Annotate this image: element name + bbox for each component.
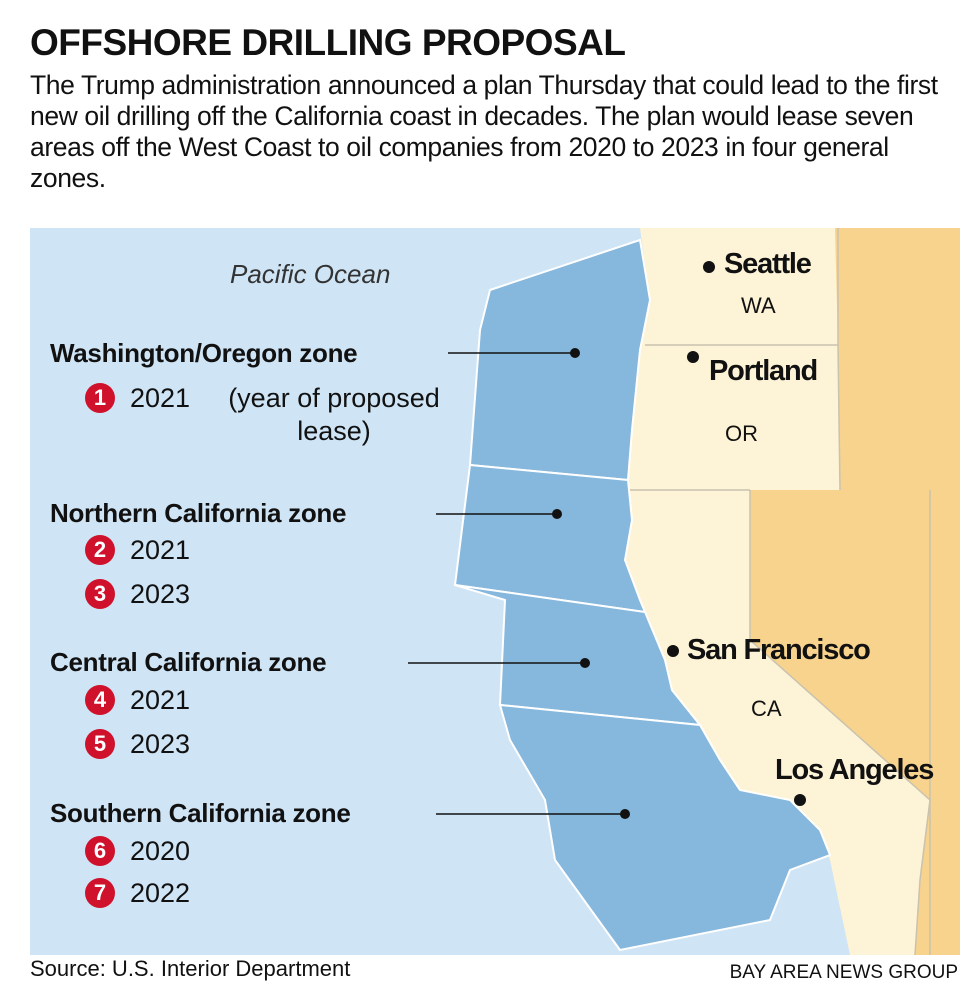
lease-year: 2023 xyxy=(130,729,191,759)
zones xyxy=(453,238,832,952)
city-label: Seattle xyxy=(724,248,812,280)
source: Source: U.S. Interior Department xyxy=(30,956,351,981)
lease-number: 5 xyxy=(85,729,115,759)
state-label: OR xyxy=(725,421,758,446)
lease-number: 7 xyxy=(85,878,115,908)
dots xyxy=(552,261,806,819)
credit: BAY AREA NEWS GROUP xyxy=(729,962,958,983)
city-dot xyxy=(687,351,699,363)
zone-area xyxy=(468,238,652,482)
zone-dot xyxy=(620,809,630,819)
lease-year: 2022 xyxy=(130,878,191,908)
zone-dot xyxy=(552,509,562,519)
zone-dot xyxy=(570,348,580,358)
border xyxy=(837,344,841,491)
lease-note: (year of proposed lease) xyxy=(228,383,440,446)
state-label: WA xyxy=(741,293,776,318)
lease-year: 2021 xyxy=(130,383,191,413)
zone-label: Washington/Oregon zone xyxy=(50,338,358,368)
city-dot xyxy=(794,794,806,806)
zone-label: Northern California zone xyxy=(50,498,347,528)
state-borders xyxy=(628,228,931,956)
city-dot xyxy=(667,645,679,657)
zone-area xyxy=(454,584,703,727)
interior-states xyxy=(750,228,960,955)
lease-number: 6 xyxy=(85,836,115,866)
lease-number: 1 xyxy=(85,383,115,413)
title: OFFSHORE DRILLING PROPOSAL xyxy=(30,22,626,63)
city-label: Portland xyxy=(709,355,818,387)
city-label: Los Angeles xyxy=(775,754,934,786)
state-label: CA xyxy=(751,696,782,721)
description: The Trump administration announced a pla… xyxy=(30,70,938,193)
city-label: San Francisco xyxy=(687,634,871,666)
lease-number: 3 xyxy=(85,579,115,609)
lease-number: 4 xyxy=(85,685,115,715)
city-dot xyxy=(703,261,715,273)
zone-area xyxy=(498,703,832,952)
zone-label: Southern California zone xyxy=(50,798,351,828)
leaders xyxy=(408,352,625,815)
ocean-label: Pacific Ocean xyxy=(230,259,391,289)
lease-year: 2023 xyxy=(130,579,191,609)
lease-year: 2021 xyxy=(130,535,191,565)
lease-year: 2021 xyxy=(130,685,191,715)
zone-label: Central California zone xyxy=(50,647,327,677)
lease-number: 2 xyxy=(85,535,115,565)
zone-dot xyxy=(580,658,590,668)
lease-year: 2020 xyxy=(130,836,191,866)
